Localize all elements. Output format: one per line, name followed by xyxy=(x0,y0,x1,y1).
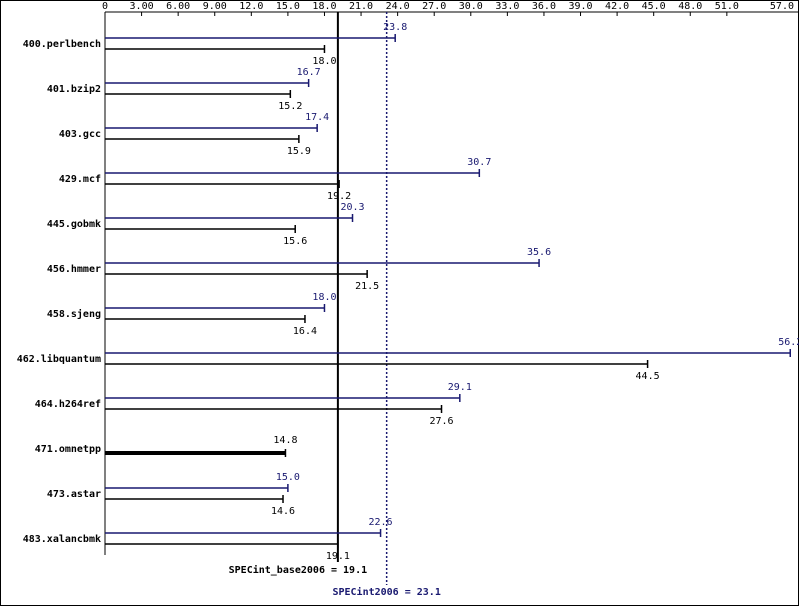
x-tick-label: 0 xyxy=(102,1,108,12)
category-label: 400.perlbench xyxy=(23,39,101,50)
x-tick-label: 36.0 xyxy=(532,1,556,12)
value-label: 17.4 xyxy=(305,112,329,123)
reference-label: SPECint_base2006 = 19.1 xyxy=(229,564,367,576)
value-label: 44.5 xyxy=(636,371,660,382)
value-label: 14.6 xyxy=(271,506,295,517)
value-label: 23.8 xyxy=(383,22,407,33)
x-tick-label: 3.00 xyxy=(130,1,154,12)
value-label: 22.6 xyxy=(369,517,393,528)
value-label: 35.6 xyxy=(527,247,551,258)
x-tick-label: 39.0 xyxy=(568,1,592,12)
category-label: 445.gobmk xyxy=(47,219,101,230)
value-label: 15.9 xyxy=(287,146,311,157)
x-tick-label: 6.00 xyxy=(166,1,190,12)
value-label: 18.0 xyxy=(312,292,336,303)
value-label: 16.7 xyxy=(297,67,321,78)
x-tick-label: 33.0 xyxy=(495,1,519,12)
x-tick-label: 21.0 xyxy=(349,1,373,12)
category-label: 401.bzip2 xyxy=(47,83,101,95)
value-label: 27.6 xyxy=(429,416,453,427)
x-tick-label: 57.0 xyxy=(770,1,794,12)
value-label: 19.1 xyxy=(326,551,350,562)
x-tick-label: 9.00 xyxy=(203,1,227,12)
category-label: 458.sjeng xyxy=(47,308,101,320)
value-label: 56.2 xyxy=(778,337,799,348)
x-tick-label: 27.0 xyxy=(422,1,446,12)
x-tick-label: 48.0 xyxy=(678,1,702,12)
value-label: 18.0 xyxy=(312,56,336,67)
value-label: 15.6 xyxy=(283,236,307,247)
category-label: 464.h264ref xyxy=(35,399,101,410)
value-label: 14.8 xyxy=(273,435,297,446)
x-tick-label: 15.0 xyxy=(276,1,300,12)
x-tick-label: 42.0 xyxy=(605,1,629,12)
category-label: 429.mcf xyxy=(59,174,101,185)
reference-label: SPECint2006 = 23.1 xyxy=(332,586,440,598)
value-label: 19.2 xyxy=(327,191,351,202)
value-label: 30.7 xyxy=(467,157,491,168)
x-tick-label: 45.0 xyxy=(642,1,666,12)
value-label: 21.5 xyxy=(355,281,379,292)
x-tick-label: 30.0 xyxy=(459,1,483,12)
x-tick-label: 18.0 xyxy=(312,1,336,12)
x-tick-label: 12.0 xyxy=(239,1,263,12)
value-label: 29.1 xyxy=(448,382,472,393)
value-label: 20.3 xyxy=(340,202,364,213)
category-label: 471.omnetpp xyxy=(35,444,101,455)
value-label: 15.2 xyxy=(278,101,302,112)
value-label: 15.0 xyxy=(276,472,300,483)
category-label: 473.astar xyxy=(47,489,101,500)
category-label: 462.libquantum xyxy=(17,353,101,365)
category-label: 456.hmmer xyxy=(47,264,101,275)
category-label: 483.xalancbmk xyxy=(23,534,101,545)
x-tick-label: 51.0 xyxy=(715,1,739,12)
value-label: 16.4 xyxy=(293,326,317,337)
category-label: 403.gcc xyxy=(59,129,101,140)
x-tick-label: 24.0 xyxy=(386,1,410,12)
